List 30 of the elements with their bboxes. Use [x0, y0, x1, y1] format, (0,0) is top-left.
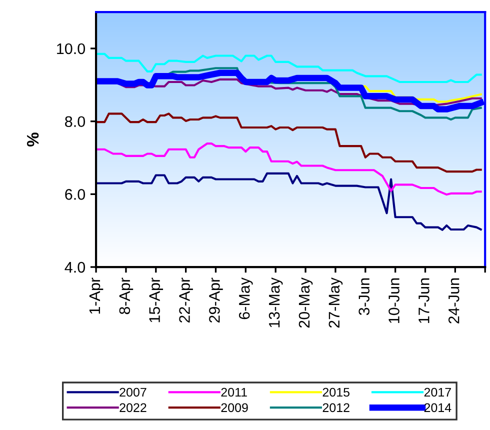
line-series — [96, 112, 482, 173]
legend-label: 2015 — [322, 388, 350, 397]
legend-label: 2017 — [424, 388, 451, 397]
x-tick-label: 29-Apr — [209, 278, 223, 323]
x-tick-label: 27-May — [328, 277, 343, 328]
x-tick-label: 22-Apr — [179, 278, 193, 323]
x-tick-label: 1-Apr — [89, 278, 104, 314]
x-tick-label: 3-Jun — [358, 278, 370, 316]
y-tick-label: 8.0 — [65, 116, 86, 128]
legend-label: 2012 — [322, 403, 350, 412]
y-tick-label: 10.0 — [57, 43, 86, 54]
y-axis-title: % — [26, 132, 39, 147]
legend-label: 2011 — [221, 388, 247, 397]
x-tick-label: 15-Apr — [149, 278, 164, 322]
x-tick-label: 10-Jun — [388, 278, 400, 323]
x-tick-label: 24-Jun — [448, 278, 460, 324]
legend-label: 2022 — [120, 403, 146, 412]
line-series — [96, 52, 482, 84]
x-tick-label: 6-May — [238, 277, 253, 320]
x-tick-label: 8-Apr — [119, 278, 134, 314]
x-tick-label: 13-May — [268, 277, 283, 328]
legend-label: 2007 — [120, 388, 146, 397]
x-tick-label: 17-Jun — [418, 278, 430, 323]
line-series — [96, 142, 482, 196]
line-series — [96, 172, 482, 231]
y-tick-label: 4.0 — [64, 262, 86, 273]
legend-label: 2009 — [221, 403, 248, 412]
y-tick-label: 6.0 — [65, 189, 86, 200]
line-series — [168, 67, 482, 121]
x-tick-label: 20-May — [298, 277, 313, 328]
